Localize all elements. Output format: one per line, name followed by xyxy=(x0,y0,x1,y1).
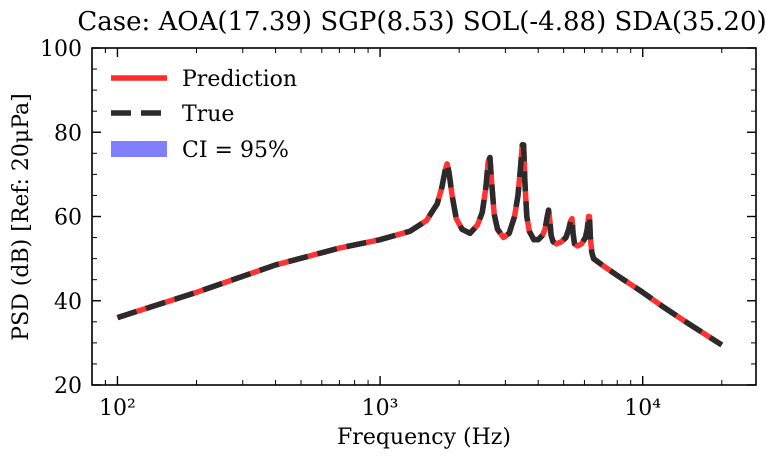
series-line-prediction xyxy=(116,142,724,348)
major-ticks xyxy=(92,47,756,386)
legend-label: True xyxy=(182,102,234,127)
legend-swatch-ci xyxy=(111,141,167,157)
minor-ticks xyxy=(92,48,756,385)
y-axis-label: PSD (dB) [Ref: 20μPa] xyxy=(9,93,34,340)
plot-frame xyxy=(91,47,757,386)
series-layer xyxy=(116,142,724,348)
x-tick-labels: 10² 10³ 10⁴ xyxy=(99,396,661,421)
y-tick-label: 40 xyxy=(54,290,82,315)
legend-label: Prediction xyxy=(182,67,297,92)
plot-area xyxy=(91,47,757,386)
x-tick-label: 10² xyxy=(99,396,136,421)
y-tick-label: 80 xyxy=(54,121,82,146)
y-tick-label: 60 xyxy=(54,206,82,231)
x-tick-label: 10³ xyxy=(362,396,399,421)
chart-title: Case: AOA(17.39) SGP(8.53) SOL(-4.88) SD… xyxy=(77,7,766,37)
legend: Prediction True CI = 95% xyxy=(111,67,297,163)
x-axis-label: Frequency (Hz) xyxy=(337,425,511,450)
x-tick-label: 10⁴ xyxy=(624,396,661,421)
y-tick-labels: 20 40 60 80 100 xyxy=(40,37,82,399)
legend-label: CI = 95% xyxy=(182,138,289,163)
y-tick-label: 20 xyxy=(54,374,82,399)
series-line-true xyxy=(116,142,724,348)
y-tick-label: 100 xyxy=(40,37,82,62)
